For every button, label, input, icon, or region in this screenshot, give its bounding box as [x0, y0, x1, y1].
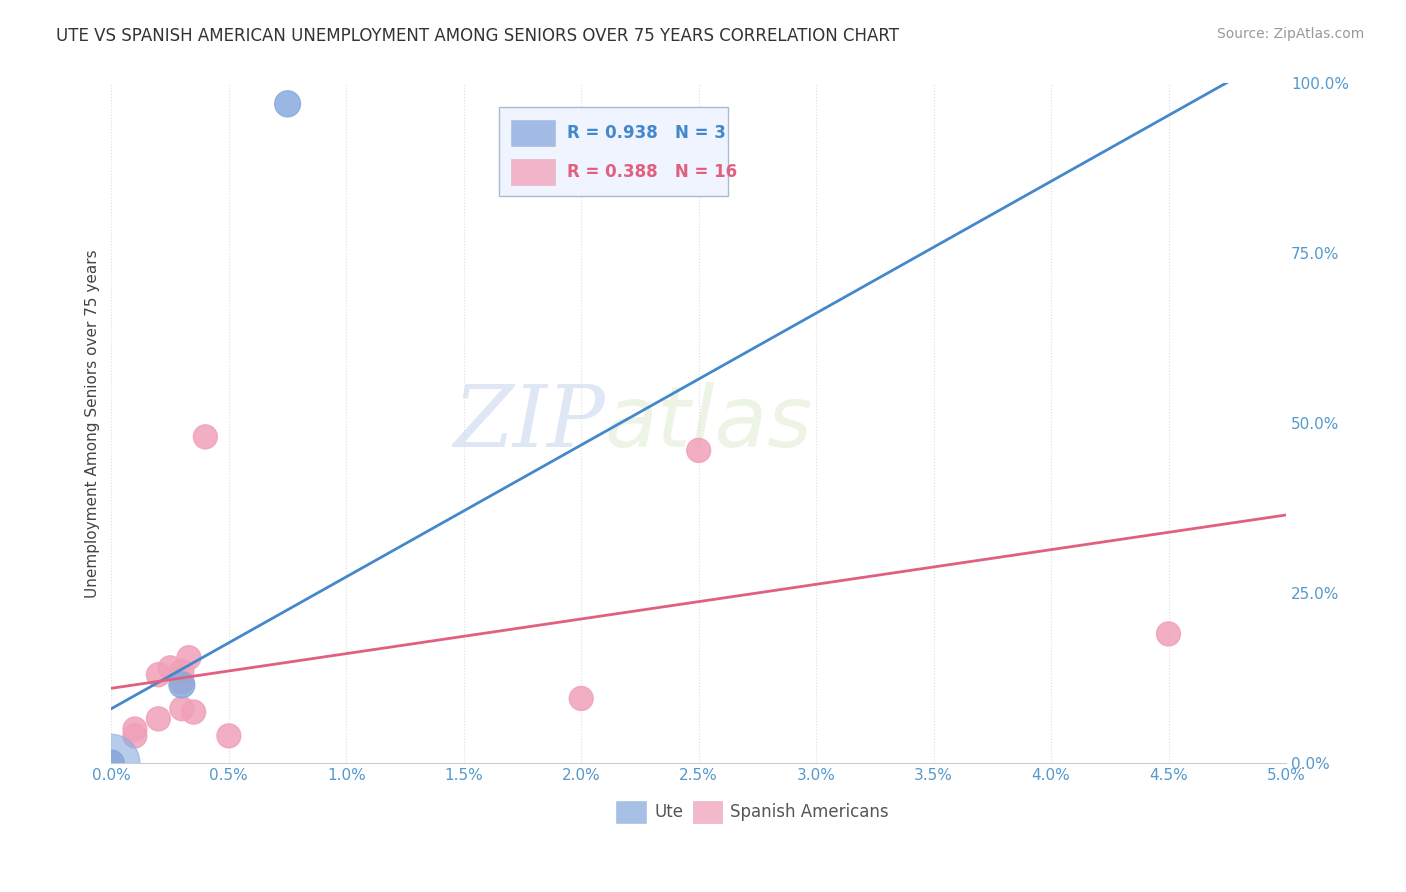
Ellipse shape — [177, 646, 201, 670]
Y-axis label: Unemployment Among Seniors over 75 years: Unemployment Among Seniors over 75 years — [86, 249, 100, 598]
FancyBboxPatch shape — [510, 120, 555, 146]
Ellipse shape — [170, 670, 194, 693]
Ellipse shape — [146, 706, 170, 731]
Text: Spanish Americans: Spanish Americans — [730, 803, 889, 821]
Ellipse shape — [686, 438, 710, 462]
Ellipse shape — [274, 91, 301, 117]
FancyBboxPatch shape — [510, 159, 555, 185]
Text: R = 0.388   N = 16: R = 0.388 N = 16 — [567, 162, 737, 181]
Text: Source: ZipAtlas.com: Source: ZipAtlas.com — [1216, 27, 1364, 41]
Ellipse shape — [170, 697, 194, 721]
Ellipse shape — [146, 663, 170, 687]
Ellipse shape — [217, 723, 240, 747]
Ellipse shape — [1157, 622, 1181, 646]
Ellipse shape — [100, 751, 124, 775]
Text: atlas: atlas — [605, 382, 813, 465]
Ellipse shape — [569, 687, 593, 711]
Ellipse shape — [83, 734, 139, 792]
Ellipse shape — [122, 717, 146, 741]
Ellipse shape — [122, 723, 146, 747]
Ellipse shape — [159, 656, 181, 680]
Text: UTE VS SPANISH AMERICAN UNEMPLOYMENT AMONG SENIORS OVER 75 YEARS CORRELATION CHA: UTE VS SPANISH AMERICAN UNEMPLOYMENT AMO… — [56, 27, 900, 45]
FancyBboxPatch shape — [499, 107, 728, 195]
Ellipse shape — [169, 672, 195, 698]
Text: ZIP: ZIP — [453, 382, 605, 465]
FancyBboxPatch shape — [693, 801, 723, 822]
Ellipse shape — [98, 750, 124, 776]
Ellipse shape — [194, 425, 218, 449]
Ellipse shape — [170, 659, 194, 683]
Ellipse shape — [181, 700, 205, 724]
Text: R = 0.938   N = 3: R = 0.938 N = 3 — [567, 124, 725, 142]
Text: Ute: Ute — [654, 803, 683, 821]
FancyBboxPatch shape — [616, 801, 645, 822]
